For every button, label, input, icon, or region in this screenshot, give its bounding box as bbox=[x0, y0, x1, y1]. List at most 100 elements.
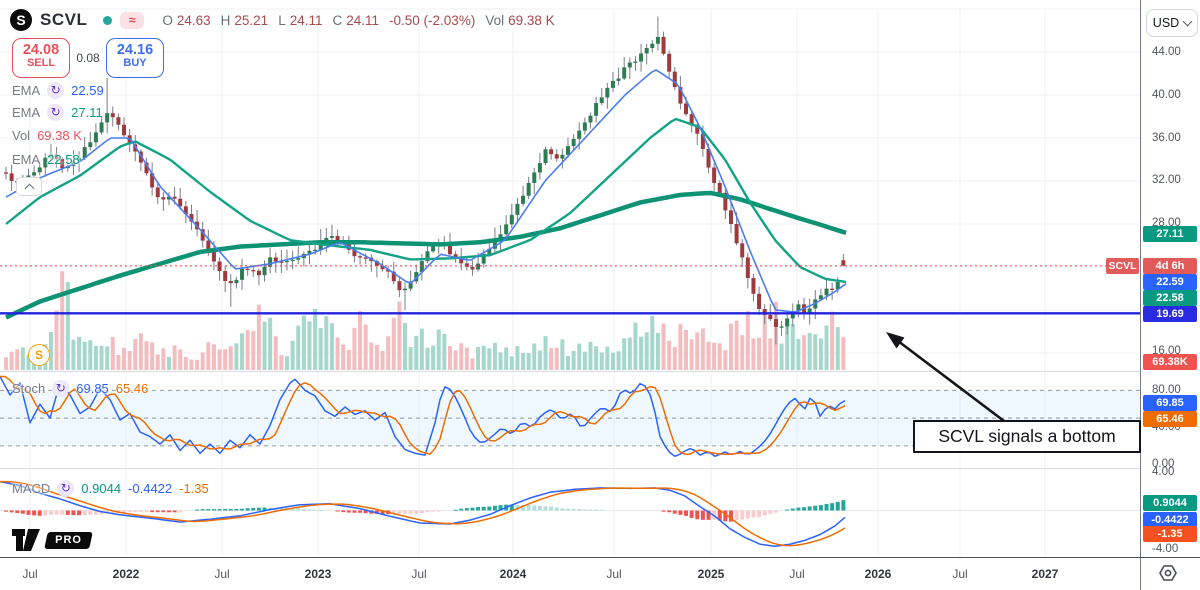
candle bbox=[543, 149, 548, 164]
time-axis-label[interactable]: 2024 bbox=[499, 567, 527, 581]
macd-hist-bar bbox=[110, 510, 115, 514]
macd-hist-bar bbox=[785, 509, 790, 511]
axis-tick-label[interactable]: 0.00 bbox=[1152, 458, 1175, 470]
candle bbox=[588, 115, 593, 123]
volume-bar bbox=[285, 356, 289, 370]
candle bbox=[93, 132, 98, 143]
volume-bar bbox=[414, 335, 419, 370]
volume-bar bbox=[571, 350, 576, 370]
axis-tick-label[interactable]: 40.00 bbox=[1152, 89, 1181, 101]
time-axis-label[interactable]: 2027 bbox=[1031, 567, 1059, 581]
volume-bar bbox=[807, 332, 812, 370]
axis-tick-label[interactable]: 80.00 bbox=[1152, 384, 1181, 396]
volume-bar bbox=[60, 271, 65, 370]
sync-icon[interactable]: ↻ bbox=[52, 380, 70, 397]
volume-bar bbox=[790, 324, 795, 370]
candle bbox=[380, 265, 385, 270]
candle bbox=[757, 293, 762, 310]
axis-tick-label[interactable]: 36.00 bbox=[1152, 132, 1181, 144]
axis-tick-label[interactable]: 32.00 bbox=[1152, 174, 1181, 186]
buy-button[interactable]: 24.16 BUY bbox=[106, 38, 164, 78]
candle bbox=[560, 154, 565, 159]
symbol-name[interactable]: SCVL bbox=[40, 10, 88, 29]
volume-bar bbox=[813, 334, 818, 370]
sync-icon[interactable]: ↻ bbox=[47, 104, 65, 121]
legend-ema-mid: EMA 22.58 bbox=[12, 152, 80, 167]
earnings-icon[interactable]: ≈ bbox=[120, 11, 145, 29]
time-axis-label[interactable]: Jul bbox=[22, 567, 38, 581]
candle bbox=[481, 253, 486, 264]
symbol-logo[interactable]: S bbox=[10, 9, 32, 31]
volume-bar bbox=[835, 327, 840, 370]
axis-tick-label[interactable]: 4.00 bbox=[1152, 466, 1175, 478]
open-value: 24.63 bbox=[176, 12, 211, 28]
candle bbox=[549, 149, 554, 155]
macd-hist-bar bbox=[211, 509, 216, 511]
time-axis-label[interactable]: Jul bbox=[952, 567, 968, 581]
spread-value: 0.08 bbox=[70, 51, 106, 65]
collapse-pane-button[interactable] bbox=[16, 177, 42, 196]
time-axis-label[interactable]: Jul bbox=[606, 567, 622, 581]
macd-hist-bar bbox=[195, 509, 200, 511]
macd-hist-bar bbox=[706, 510, 711, 520]
time-axis-label[interactable]: Jul bbox=[789, 567, 805, 581]
time-axis-label[interactable]: 2023 bbox=[304, 567, 332, 581]
tradingview-logo[interactable]: PRO bbox=[12, 527, 93, 553]
sell-button[interactable]: 24.08 SELL bbox=[12, 38, 70, 78]
scale-settings-icon[interactable] bbox=[1157, 562, 1179, 584]
macd-hist-bar bbox=[830, 503, 835, 511]
market-status-icon[interactable] bbox=[103, 15, 113, 25]
macd-hist-bar bbox=[26, 510, 31, 515]
stoch-k-value: 69.85 bbox=[76, 381, 109, 396]
volume-bar bbox=[251, 331, 256, 370]
candle bbox=[824, 288, 829, 296]
legend-macd: MACD ↻ 0.9044 -0.4422 -1.35 bbox=[12, 480, 209, 497]
annotation-callout[interactable]: SCVL signals a bottom bbox=[913, 420, 1141, 453]
volume-bar bbox=[802, 335, 807, 370]
candle bbox=[285, 260, 289, 263]
volume-bar bbox=[301, 315, 306, 370]
macd-hist-bar bbox=[470, 507, 475, 511]
time-axis-label[interactable]: Jul bbox=[411, 567, 427, 581]
candle bbox=[425, 251, 430, 262]
macd-hist-bar bbox=[582, 509, 587, 511]
macd-hist-bar bbox=[436, 510, 441, 512]
candle bbox=[144, 162, 149, 174]
candle bbox=[515, 203, 520, 215]
sync-icon[interactable]: ↻ bbox=[47, 82, 65, 99]
candle bbox=[82, 147, 87, 159]
volume-bar bbox=[684, 329, 689, 370]
macd-hist-bar bbox=[588, 509, 593, 511]
time-axis-label[interactable]: Jul bbox=[214, 567, 230, 581]
axis-tick-label[interactable]: -4.00 bbox=[1152, 543, 1179, 555]
chevron-up-icon bbox=[24, 183, 34, 193]
macd-hist-bar bbox=[717, 510, 722, 521]
macd-hist-bar bbox=[122, 510, 127, 513]
time-axis-label[interactable]: 2022 bbox=[112, 567, 140, 581]
candle bbox=[492, 238, 497, 249]
macd-hist-bar bbox=[768, 510, 773, 514]
time-axis-label[interactable]: 2026 bbox=[864, 567, 892, 581]
time-axis-label[interactable]: 2025 bbox=[697, 567, 725, 581]
axis-tick-label[interactable]: 44.00 bbox=[1152, 46, 1181, 58]
sync-icon[interactable]: ↻ bbox=[57, 480, 75, 497]
candle bbox=[245, 268, 250, 271]
macd-hist-bar bbox=[453, 509, 458, 511]
macd-hist-bar bbox=[88, 510, 93, 515]
volume-bar bbox=[487, 348, 492, 370]
candle bbox=[172, 196, 177, 199]
candle bbox=[161, 197, 166, 200]
axis-value-badge: 19.69 bbox=[1143, 306, 1197, 322]
candle bbox=[352, 249, 357, 257]
chart-canvas[interactable] bbox=[0, 0, 1140, 590]
volume-bar bbox=[498, 352, 503, 370]
volume-bar bbox=[717, 343, 722, 370]
split-event-marker[interactable]: S bbox=[28, 344, 50, 366]
volume-value: 69.38 K bbox=[508, 12, 555, 28]
candle bbox=[122, 124, 127, 136]
macd-hist-bar bbox=[667, 510, 672, 513]
currency-dropdown[interactable]: USD bbox=[1146, 9, 1198, 37]
macd-hist-bar bbox=[150, 510, 155, 513]
macd-hist-bar bbox=[492, 505, 497, 511]
volume-bar bbox=[419, 328, 424, 370]
